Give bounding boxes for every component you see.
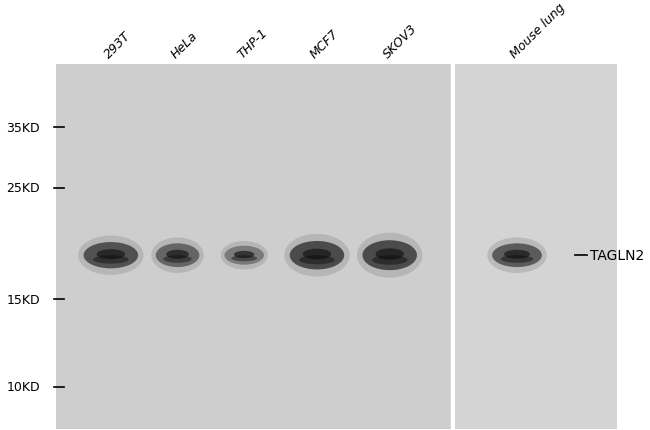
Ellipse shape [357, 233, 422, 278]
Text: HeLa: HeLa [168, 29, 200, 61]
Ellipse shape [231, 255, 257, 262]
Text: THP-1: THP-1 [235, 26, 270, 61]
Ellipse shape [363, 241, 417, 270]
Ellipse shape [303, 249, 331, 260]
Ellipse shape [78, 236, 144, 275]
Ellipse shape [234, 251, 254, 258]
Text: 15KD: 15KD [6, 293, 40, 306]
Ellipse shape [376, 249, 404, 260]
Text: TAGLN2: TAGLN2 [590, 249, 644, 263]
Text: 293T: 293T [101, 29, 133, 61]
Ellipse shape [488, 238, 547, 273]
Ellipse shape [93, 255, 129, 264]
Text: 10KD: 10KD [6, 380, 40, 393]
Ellipse shape [224, 246, 264, 265]
Ellipse shape [151, 238, 203, 273]
Text: 35KD: 35KD [6, 122, 40, 135]
Text: SKOV3: SKOV3 [380, 22, 419, 61]
Text: 25KD: 25KD [6, 182, 40, 195]
Ellipse shape [97, 249, 125, 260]
Ellipse shape [290, 241, 344, 270]
FancyBboxPatch shape [57, 64, 452, 429]
Text: Mouse lung: Mouse lung [508, 1, 567, 61]
Ellipse shape [163, 255, 192, 263]
Ellipse shape [372, 255, 408, 265]
Ellipse shape [504, 250, 530, 259]
FancyBboxPatch shape [455, 64, 617, 429]
Text: MCF7: MCF7 [307, 27, 341, 61]
Ellipse shape [492, 244, 542, 267]
Ellipse shape [166, 250, 189, 259]
Ellipse shape [84, 243, 138, 269]
Ellipse shape [284, 234, 350, 277]
Ellipse shape [299, 255, 335, 265]
Ellipse shape [501, 255, 533, 263]
Ellipse shape [220, 241, 268, 270]
Ellipse shape [156, 244, 200, 267]
